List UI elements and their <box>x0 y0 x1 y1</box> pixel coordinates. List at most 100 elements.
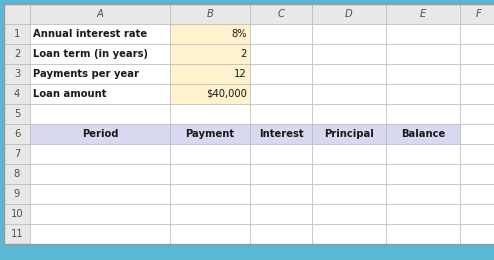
Bar <box>4 4 30 24</box>
Bar <box>4 164 30 184</box>
Text: 3: 3 <box>14 69 20 79</box>
Text: 8: 8 <box>14 169 20 179</box>
Bar <box>170 4 250 24</box>
Bar <box>312 224 386 244</box>
Bar <box>30 104 170 124</box>
Bar <box>460 204 494 224</box>
Bar <box>250 124 312 144</box>
Bar <box>250 44 312 64</box>
Bar <box>312 84 386 104</box>
Text: Principal: Principal <box>324 129 374 139</box>
Text: Balance: Balance <box>401 129 445 139</box>
Bar <box>250 104 312 124</box>
Bar <box>250 144 312 164</box>
Bar <box>386 164 460 184</box>
Bar <box>170 164 250 184</box>
Bar <box>460 4 494 24</box>
Bar <box>386 204 460 224</box>
Bar <box>460 224 494 244</box>
Bar <box>386 144 460 164</box>
Bar <box>30 204 170 224</box>
Text: 10: 10 <box>11 209 23 219</box>
Bar <box>312 104 386 124</box>
Text: Annual interest rate: Annual interest rate <box>33 29 147 39</box>
Bar <box>460 24 494 44</box>
Text: Loan amount: Loan amount <box>33 89 107 99</box>
Bar <box>4 84 30 104</box>
Bar <box>4 144 30 164</box>
Text: Payments per year: Payments per year <box>33 69 139 79</box>
Text: 2: 2 <box>14 49 20 59</box>
Bar <box>30 4 170 24</box>
Bar <box>312 4 386 24</box>
Bar <box>30 184 170 204</box>
Text: 11: 11 <box>11 229 23 239</box>
Text: 4: 4 <box>14 89 20 99</box>
Text: 8%: 8% <box>231 29 247 39</box>
Bar <box>386 184 460 204</box>
Text: E: E <box>420 9 426 19</box>
Bar <box>312 124 386 144</box>
Bar <box>312 24 386 44</box>
Bar <box>170 184 250 204</box>
Bar <box>386 44 460 64</box>
Text: C: C <box>278 9 285 19</box>
Bar <box>386 84 460 104</box>
Bar <box>4 124 30 144</box>
Text: F: F <box>476 9 482 19</box>
Bar <box>4 44 30 64</box>
Text: $40,000: $40,000 <box>206 89 247 99</box>
Bar <box>386 224 460 244</box>
Bar <box>250 84 312 104</box>
Bar <box>170 24 250 44</box>
Text: 6: 6 <box>14 129 20 139</box>
Bar <box>250 184 312 204</box>
Bar <box>30 24 170 44</box>
Bar <box>30 124 170 144</box>
Bar <box>312 144 386 164</box>
Bar <box>30 44 170 64</box>
Bar <box>170 104 250 124</box>
Bar <box>170 144 250 164</box>
Bar <box>386 104 460 124</box>
Bar <box>30 144 170 164</box>
Bar <box>312 204 386 224</box>
Text: Payment: Payment <box>185 129 235 139</box>
Text: Period: Period <box>82 129 118 139</box>
Bar <box>250 164 312 184</box>
Text: B: B <box>206 9 213 19</box>
Text: 1: 1 <box>14 29 20 39</box>
Bar <box>30 84 170 104</box>
Bar <box>460 124 494 144</box>
Text: 12: 12 <box>234 69 247 79</box>
Bar <box>312 184 386 204</box>
Bar <box>460 184 494 204</box>
Bar <box>4 64 30 84</box>
Bar <box>170 84 250 104</box>
Bar <box>30 64 170 84</box>
Text: 2: 2 <box>241 49 247 59</box>
Bar <box>386 4 460 24</box>
Text: 7: 7 <box>14 149 20 159</box>
Bar <box>460 84 494 104</box>
Bar <box>312 164 386 184</box>
Bar <box>312 64 386 84</box>
Bar <box>170 224 250 244</box>
Bar <box>460 104 494 124</box>
Bar <box>30 224 170 244</box>
Bar <box>170 64 250 84</box>
Bar <box>170 44 250 64</box>
Bar <box>250 224 312 244</box>
Bar <box>386 24 460 44</box>
Bar <box>4 204 30 224</box>
Bar <box>312 44 386 64</box>
Bar <box>386 124 460 144</box>
Bar <box>460 144 494 164</box>
Text: 9: 9 <box>14 189 20 199</box>
Bar <box>30 164 170 184</box>
Bar <box>250 4 312 24</box>
Bar <box>250 204 312 224</box>
Bar <box>170 204 250 224</box>
Bar <box>170 124 250 144</box>
Text: 5: 5 <box>14 109 20 119</box>
